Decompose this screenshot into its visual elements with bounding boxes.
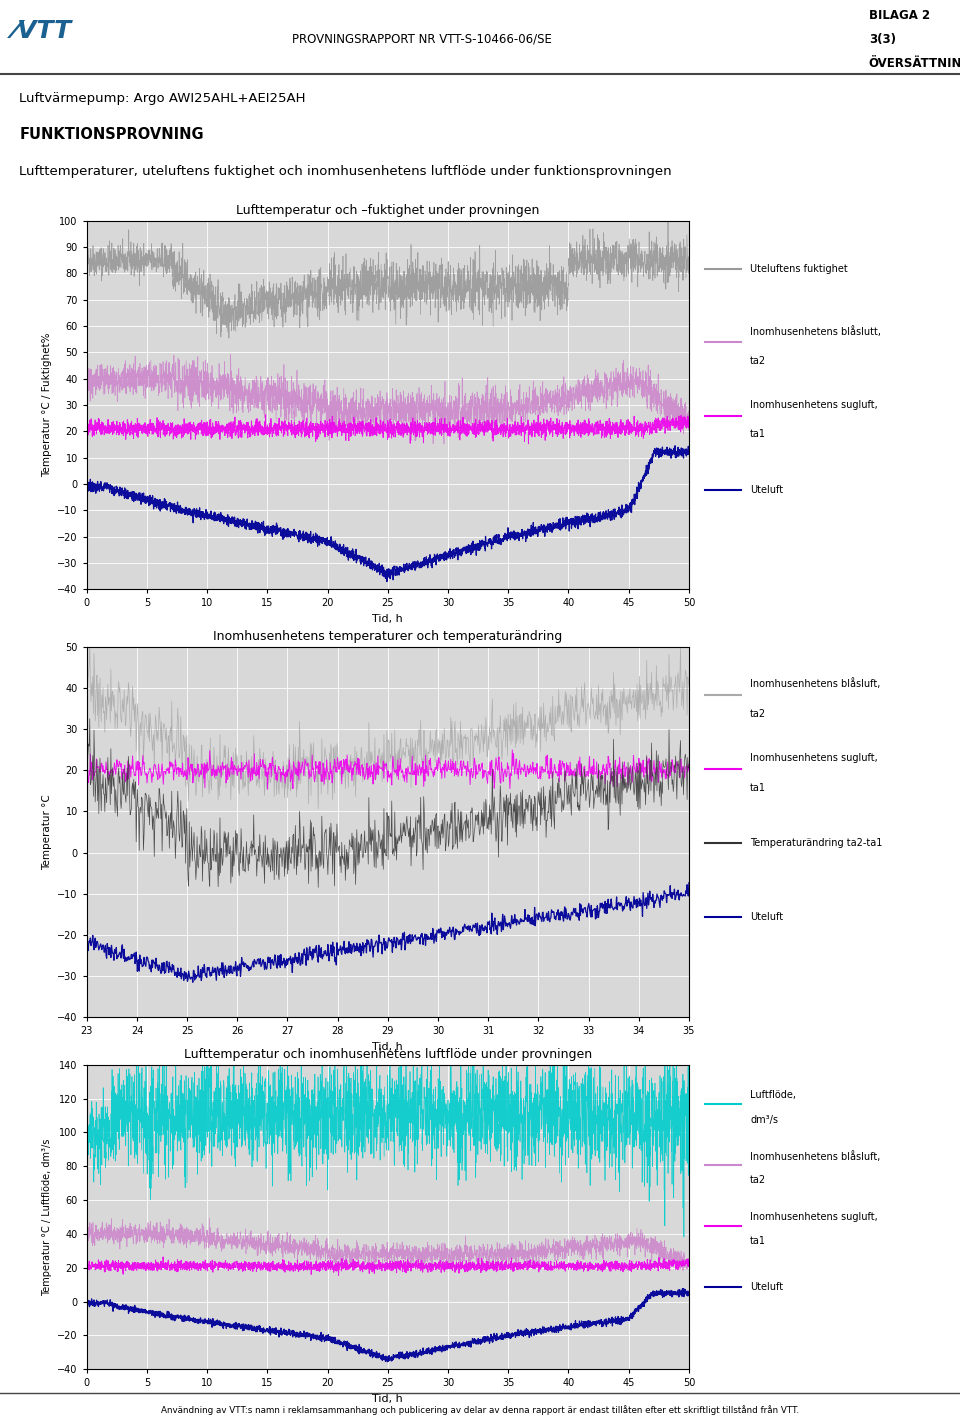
Text: Luftvärmepump: Argo AWI25AHL+AEI25AH: Luftvärmepump: Argo AWI25AHL+AEI25AH xyxy=(19,92,305,105)
Text: Användning av VTT:s namn i reklamsammanhang och publicering av delar av denna ra: Användning av VTT:s namn i reklamsammanh… xyxy=(161,1405,799,1414)
Title: Inomhusenhetens temperaturer och temperaturändring: Inomhusenhetens temperaturer och tempera… xyxy=(213,630,563,642)
Text: 3(3): 3(3) xyxy=(869,33,896,45)
Y-axis label: Temperatur °C / Luftflöde, dm³/s: Temperatur °C / Luftflöde, dm³/s xyxy=(41,1138,52,1296)
Text: PROVNINGSRAPPORT NR VTT-S-10466-06/SE: PROVNINGSRAPPORT NR VTT-S-10466-06/SE xyxy=(293,33,552,45)
Text: ta1: ta1 xyxy=(750,429,766,439)
Text: dm³/s: dm³/s xyxy=(750,1114,779,1124)
X-axis label: Tid, h: Tid, h xyxy=(372,1042,403,1052)
Text: Inomhusenhetens sugluft,: Inomhusenhetens sugluft, xyxy=(750,1212,877,1222)
Text: Lufttemperaturer, uteluftens fuktighet och inomhusenhetens luftflöde under funkt: Lufttemperaturer, uteluftens fuktighet o… xyxy=(19,165,672,178)
X-axis label: Tid, h: Tid, h xyxy=(372,614,403,624)
Y-axis label: Temperatur °C: Temperatur °C xyxy=(41,794,52,870)
Y-axis label: Temperatur °C / Fuktighet%: Temperatur °C / Fuktighet% xyxy=(41,333,52,477)
Text: Uteluftens fuktighet: Uteluftens fuktighet xyxy=(750,264,848,274)
Text: Inomhusenhetens blåsluft,: Inomhusenhetens blåsluft, xyxy=(750,678,880,689)
Text: ⁄VTT: ⁄VTT xyxy=(14,20,73,43)
Text: FUNKTIONSPROVNING: FUNKTIONSPROVNING xyxy=(19,128,204,142)
Text: Inomhusenhetens sugluft,: Inomhusenhetens sugluft, xyxy=(750,753,877,763)
Text: Uteluft: Uteluft xyxy=(750,485,783,495)
Text: BILAGA 2: BILAGA 2 xyxy=(869,9,930,23)
Title: Lufttemperatur och –fuktighet under provningen: Lufttemperatur och –fuktighet under prov… xyxy=(236,203,540,217)
Text: Uteluft: Uteluft xyxy=(750,912,783,922)
Text: Inomhusenhetens sugluft,: Inomhusenhetens sugluft, xyxy=(750,399,877,411)
Title: Lufttemperatur och inomhusenhetens luftflöde under provningen: Lufttemperatur och inomhusenhetens luftf… xyxy=(183,1047,592,1061)
Text: ÖVERSÄTTNING: ÖVERSÄTTNING xyxy=(869,57,960,71)
Text: ta1: ta1 xyxy=(750,1236,766,1246)
X-axis label: Tid, h: Tid, h xyxy=(372,1394,403,1404)
Text: Inomhusenhetens blåsluft,: Inomhusenhetens blåsluft, xyxy=(750,1151,880,1161)
Text: Luftflöde,: Luftflöde, xyxy=(750,1090,796,1100)
Text: Temperaturändring ta2-ta1: Temperaturändring ta2-ta1 xyxy=(750,838,882,848)
Text: Inomhusenhetens blåslutt,: Inomhusenhetens blåslutt, xyxy=(750,325,881,337)
Text: ta2: ta2 xyxy=(750,355,766,365)
Text: ta2: ta2 xyxy=(750,709,766,719)
Text: Uteluft: Uteluft xyxy=(750,1282,783,1292)
Text: ta2: ta2 xyxy=(750,1175,766,1185)
Text: ta1: ta1 xyxy=(750,783,766,793)
